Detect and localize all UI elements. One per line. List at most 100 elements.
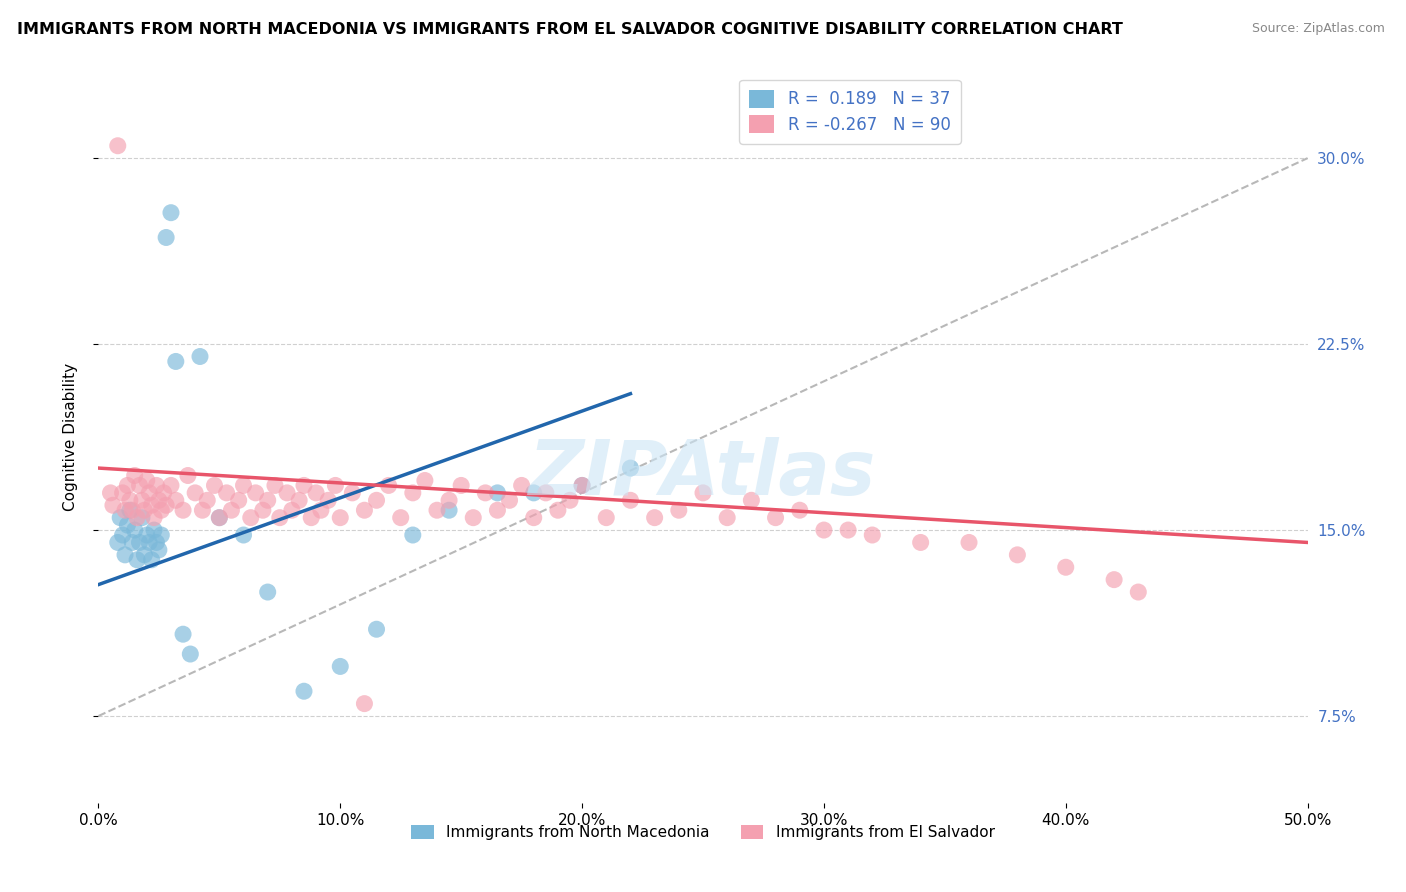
Point bbox=[179, 647, 201, 661]
Point bbox=[595, 510, 617, 524]
Point bbox=[232, 478, 254, 492]
Point bbox=[145, 535, 167, 549]
Point bbox=[148, 542, 170, 557]
Point bbox=[1007, 548, 1029, 562]
Point bbox=[107, 535, 129, 549]
Point bbox=[165, 493, 187, 508]
Point bbox=[128, 478, 150, 492]
Point bbox=[121, 503, 143, 517]
Point bbox=[299, 510, 322, 524]
Point bbox=[619, 461, 641, 475]
Point bbox=[534, 486, 557, 500]
Point bbox=[155, 498, 177, 512]
Point bbox=[463, 510, 485, 524]
Point bbox=[117, 518, 139, 533]
Point bbox=[1102, 573, 1125, 587]
Point bbox=[329, 510, 352, 524]
Point bbox=[239, 510, 262, 524]
Legend: Immigrants from North Macedonia, Immigrants from El Salvador: Immigrants from North Macedonia, Immigra… bbox=[405, 819, 1001, 847]
Point bbox=[366, 622, 388, 636]
Point bbox=[523, 510, 546, 524]
Point bbox=[716, 510, 738, 524]
Point bbox=[498, 493, 520, 508]
Point bbox=[402, 486, 425, 500]
Point bbox=[127, 553, 149, 567]
Point bbox=[860, 528, 883, 542]
Point bbox=[292, 478, 315, 492]
Point bbox=[188, 350, 211, 364]
Point bbox=[114, 503, 136, 517]
Point bbox=[292, 684, 315, 698]
Point bbox=[191, 503, 214, 517]
Point bbox=[305, 486, 328, 500]
Point bbox=[165, 354, 187, 368]
Point bbox=[135, 528, 157, 542]
Point bbox=[264, 478, 287, 492]
Point bbox=[740, 493, 762, 508]
Point bbox=[141, 498, 163, 512]
Point bbox=[288, 493, 311, 508]
Point bbox=[342, 486, 364, 500]
Point bbox=[114, 548, 136, 562]
Point bbox=[208, 510, 231, 524]
Point bbox=[692, 486, 714, 500]
Point bbox=[837, 523, 859, 537]
Point bbox=[100, 486, 122, 500]
Point bbox=[134, 503, 156, 517]
Text: IMMIGRANTS FROM NORTH MACEDONIA VS IMMIGRANTS FROM EL SALVADOR COGNITIVE DISABIL: IMMIGRANTS FROM NORTH MACEDONIA VS IMMIG… bbox=[17, 22, 1123, 37]
Point bbox=[208, 510, 231, 524]
Point bbox=[155, 230, 177, 244]
Point bbox=[276, 486, 298, 500]
Point bbox=[121, 535, 143, 549]
Point bbox=[252, 503, 274, 517]
Point bbox=[160, 478, 183, 492]
Point bbox=[450, 478, 472, 492]
Point bbox=[245, 486, 267, 500]
Point bbox=[510, 478, 533, 492]
Point bbox=[135, 474, 157, 488]
Point bbox=[571, 478, 593, 492]
Point bbox=[668, 503, 690, 517]
Point bbox=[437, 493, 460, 508]
Point bbox=[131, 510, 153, 524]
Point bbox=[413, 474, 436, 488]
Point bbox=[111, 486, 134, 500]
Point bbox=[316, 493, 339, 508]
Point bbox=[124, 468, 146, 483]
Point bbox=[160, 205, 183, 219]
Point bbox=[789, 503, 811, 517]
Point bbox=[172, 503, 194, 517]
Point bbox=[813, 523, 835, 537]
Point bbox=[152, 486, 174, 500]
Point bbox=[118, 493, 141, 508]
Point bbox=[486, 503, 509, 517]
Point bbox=[571, 478, 593, 492]
Point bbox=[184, 486, 207, 500]
Point bbox=[141, 553, 163, 567]
Point bbox=[1054, 560, 1077, 574]
Point bbox=[269, 510, 291, 524]
Y-axis label: Cognitive Disability: Cognitive Disability bbox=[63, 363, 77, 511]
Point bbox=[150, 528, 173, 542]
Point bbox=[150, 503, 173, 517]
Point bbox=[402, 528, 425, 542]
Point bbox=[486, 486, 509, 500]
Point bbox=[353, 503, 375, 517]
Point bbox=[127, 510, 149, 524]
Point bbox=[111, 528, 134, 542]
Point bbox=[547, 503, 569, 517]
Point bbox=[138, 486, 160, 500]
Point bbox=[232, 528, 254, 542]
Point bbox=[107, 138, 129, 153]
Point bbox=[195, 493, 218, 508]
Point bbox=[426, 503, 449, 517]
Point bbox=[177, 468, 200, 483]
Point bbox=[366, 493, 388, 508]
Point bbox=[131, 493, 153, 508]
Point bbox=[118, 503, 141, 517]
Point bbox=[134, 548, 156, 562]
Point bbox=[256, 585, 278, 599]
Point bbox=[148, 493, 170, 508]
Point bbox=[221, 503, 243, 517]
Point bbox=[138, 535, 160, 549]
